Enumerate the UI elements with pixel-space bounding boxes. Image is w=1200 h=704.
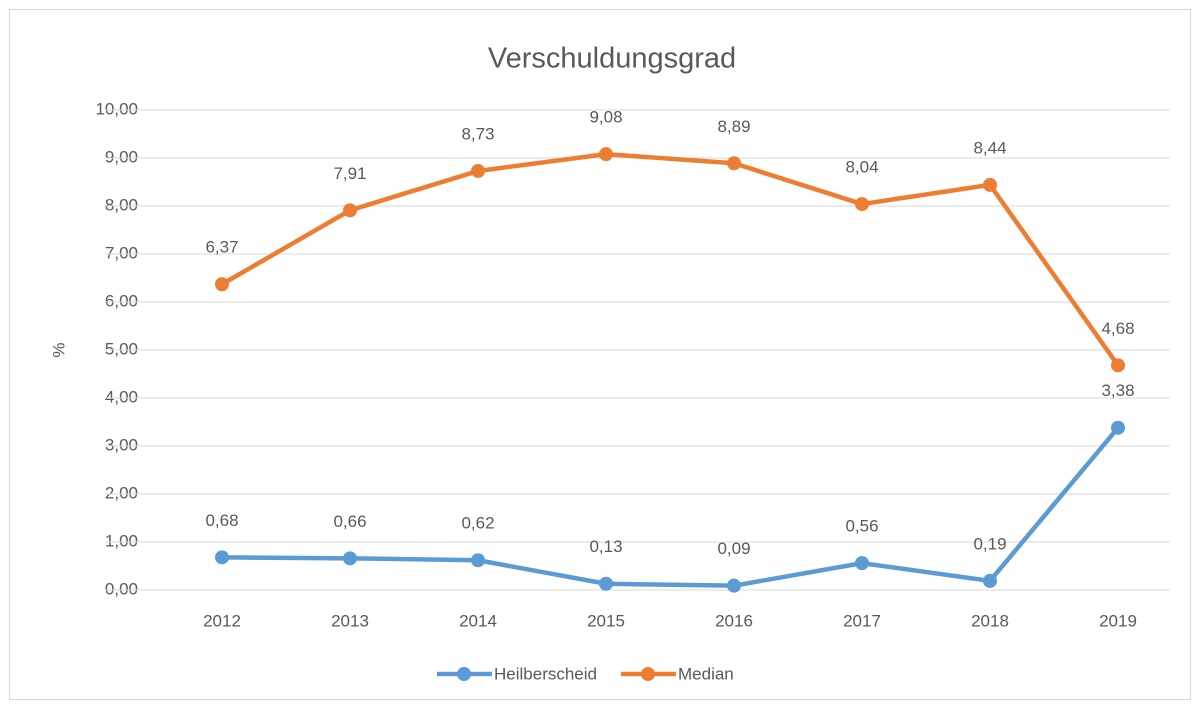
data-label: 6,37 bbox=[205, 238, 238, 257]
y-tick-label: 1,00 bbox=[105, 531, 138, 550]
data-point bbox=[215, 277, 229, 292]
y-tick-label: 8,00 bbox=[105, 195, 138, 214]
data-label: 0,66 bbox=[333, 512, 366, 531]
data-label: 0,62 bbox=[461, 514, 494, 533]
y-tick-label: 3,00 bbox=[105, 435, 138, 454]
data-label: 8,44 bbox=[973, 138, 1006, 157]
data-label: 9,08 bbox=[589, 108, 622, 127]
data-label: 8,04 bbox=[845, 158, 878, 177]
data-point bbox=[983, 177, 997, 192]
legend-label: Median bbox=[678, 664, 734, 683]
y-tick-label: 5,00 bbox=[105, 339, 138, 358]
data-label: 7,91 bbox=[333, 164, 366, 183]
data-point bbox=[215, 550, 229, 565]
data-point bbox=[343, 551, 357, 566]
data-label: 0,19 bbox=[973, 534, 1006, 553]
data-label: 0,68 bbox=[205, 511, 238, 530]
data-point bbox=[1111, 358, 1125, 373]
data-label: 3,38 bbox=[1101, 381, 1134, 400]
data-point bbox=[983, 573, 997, 588]
data-point bbox=[1111, 420, 1125, 435]
data-point bbox=[855, 197, 869, 212]
data-label: 8,89 bbox=[717, 117, 750, 136]
x-tick-label: 2014 bbox=[459, 611, 497, 630]
y-tick-label: 2,00 bbox=[105, 483, 138, 502]
chart-title: Verschuldungsgrad bbox=[488, 43, 736, 75]
legend-marker bbox=[641, 667, 655, 681]
series-line bbox=[221, 426, 1120, 588]
data-point bbox=[855, 556, 869, 571]
data-point bbox=[599, 147, 613, 162]
data-point bbox=[727, 578, 741, 593]
x-tick-label: 2013 bbox=[331, 611, 369, 630]
y-tick-label: 9,00 bbox=[105, 147, 138, 166]
x-tick-label: 2019 bbox=[1099, 611, 1137, 630]
x-tick-label: 2012 bbox=[203, 611, 241, 630]
data-label: 0,56 bbox=[845, 517, 878, 536]
x-tick-label: 2016 bbox=[715, 611, 753, 630]
legend-marker bbox=[457, 667, 471, 681]
x-tick-label: 2018 bbox=[971, 611, 1009, 630]
data-point bbox=[471, 553, 485, 568]
y-tick-label: 4,00 bbox=[105, 387, 138, 406]
data-label: 8,73 bbox=[461, 124, 494, 143]
data-point bbox=[471, 163, 485, 178]
data-label: 0,13 bbox=[589, 537, 622, 556]
y-tick-label: 7,00 bbox=[105, 243, 138, 262]
x-tick-label: 2015 bbox=[587, 611, 625, 630]
data-point bbox=[343, 203, 357, 218]
y-tick-label: 0,00 bbox=[105, 579, 138, 598]
y-tick-label: 6,00 bbox=[105, 291, 138, 310]
data-label: 4,68 bbox=[1101, 319, 1134, 338]
y-axis-label: % bbox=[49, 342, 68, 357]
data-label: 0,09 bbox=[717, 539, 750, 558]
x-tick-label: 2017 bbox=[843, 611, 881, 630]
legend-label: Heilberscheid bbox=[494, 664, 597, 683]
data-point bbox=[727, 156, 741, 171]
y-tick-label: 10,00 bbox=[95, 99, 138, 118]
data-point bbox=[599, 576, 613, 591]
series-line bbox=[220, 151, 1120, 367]
